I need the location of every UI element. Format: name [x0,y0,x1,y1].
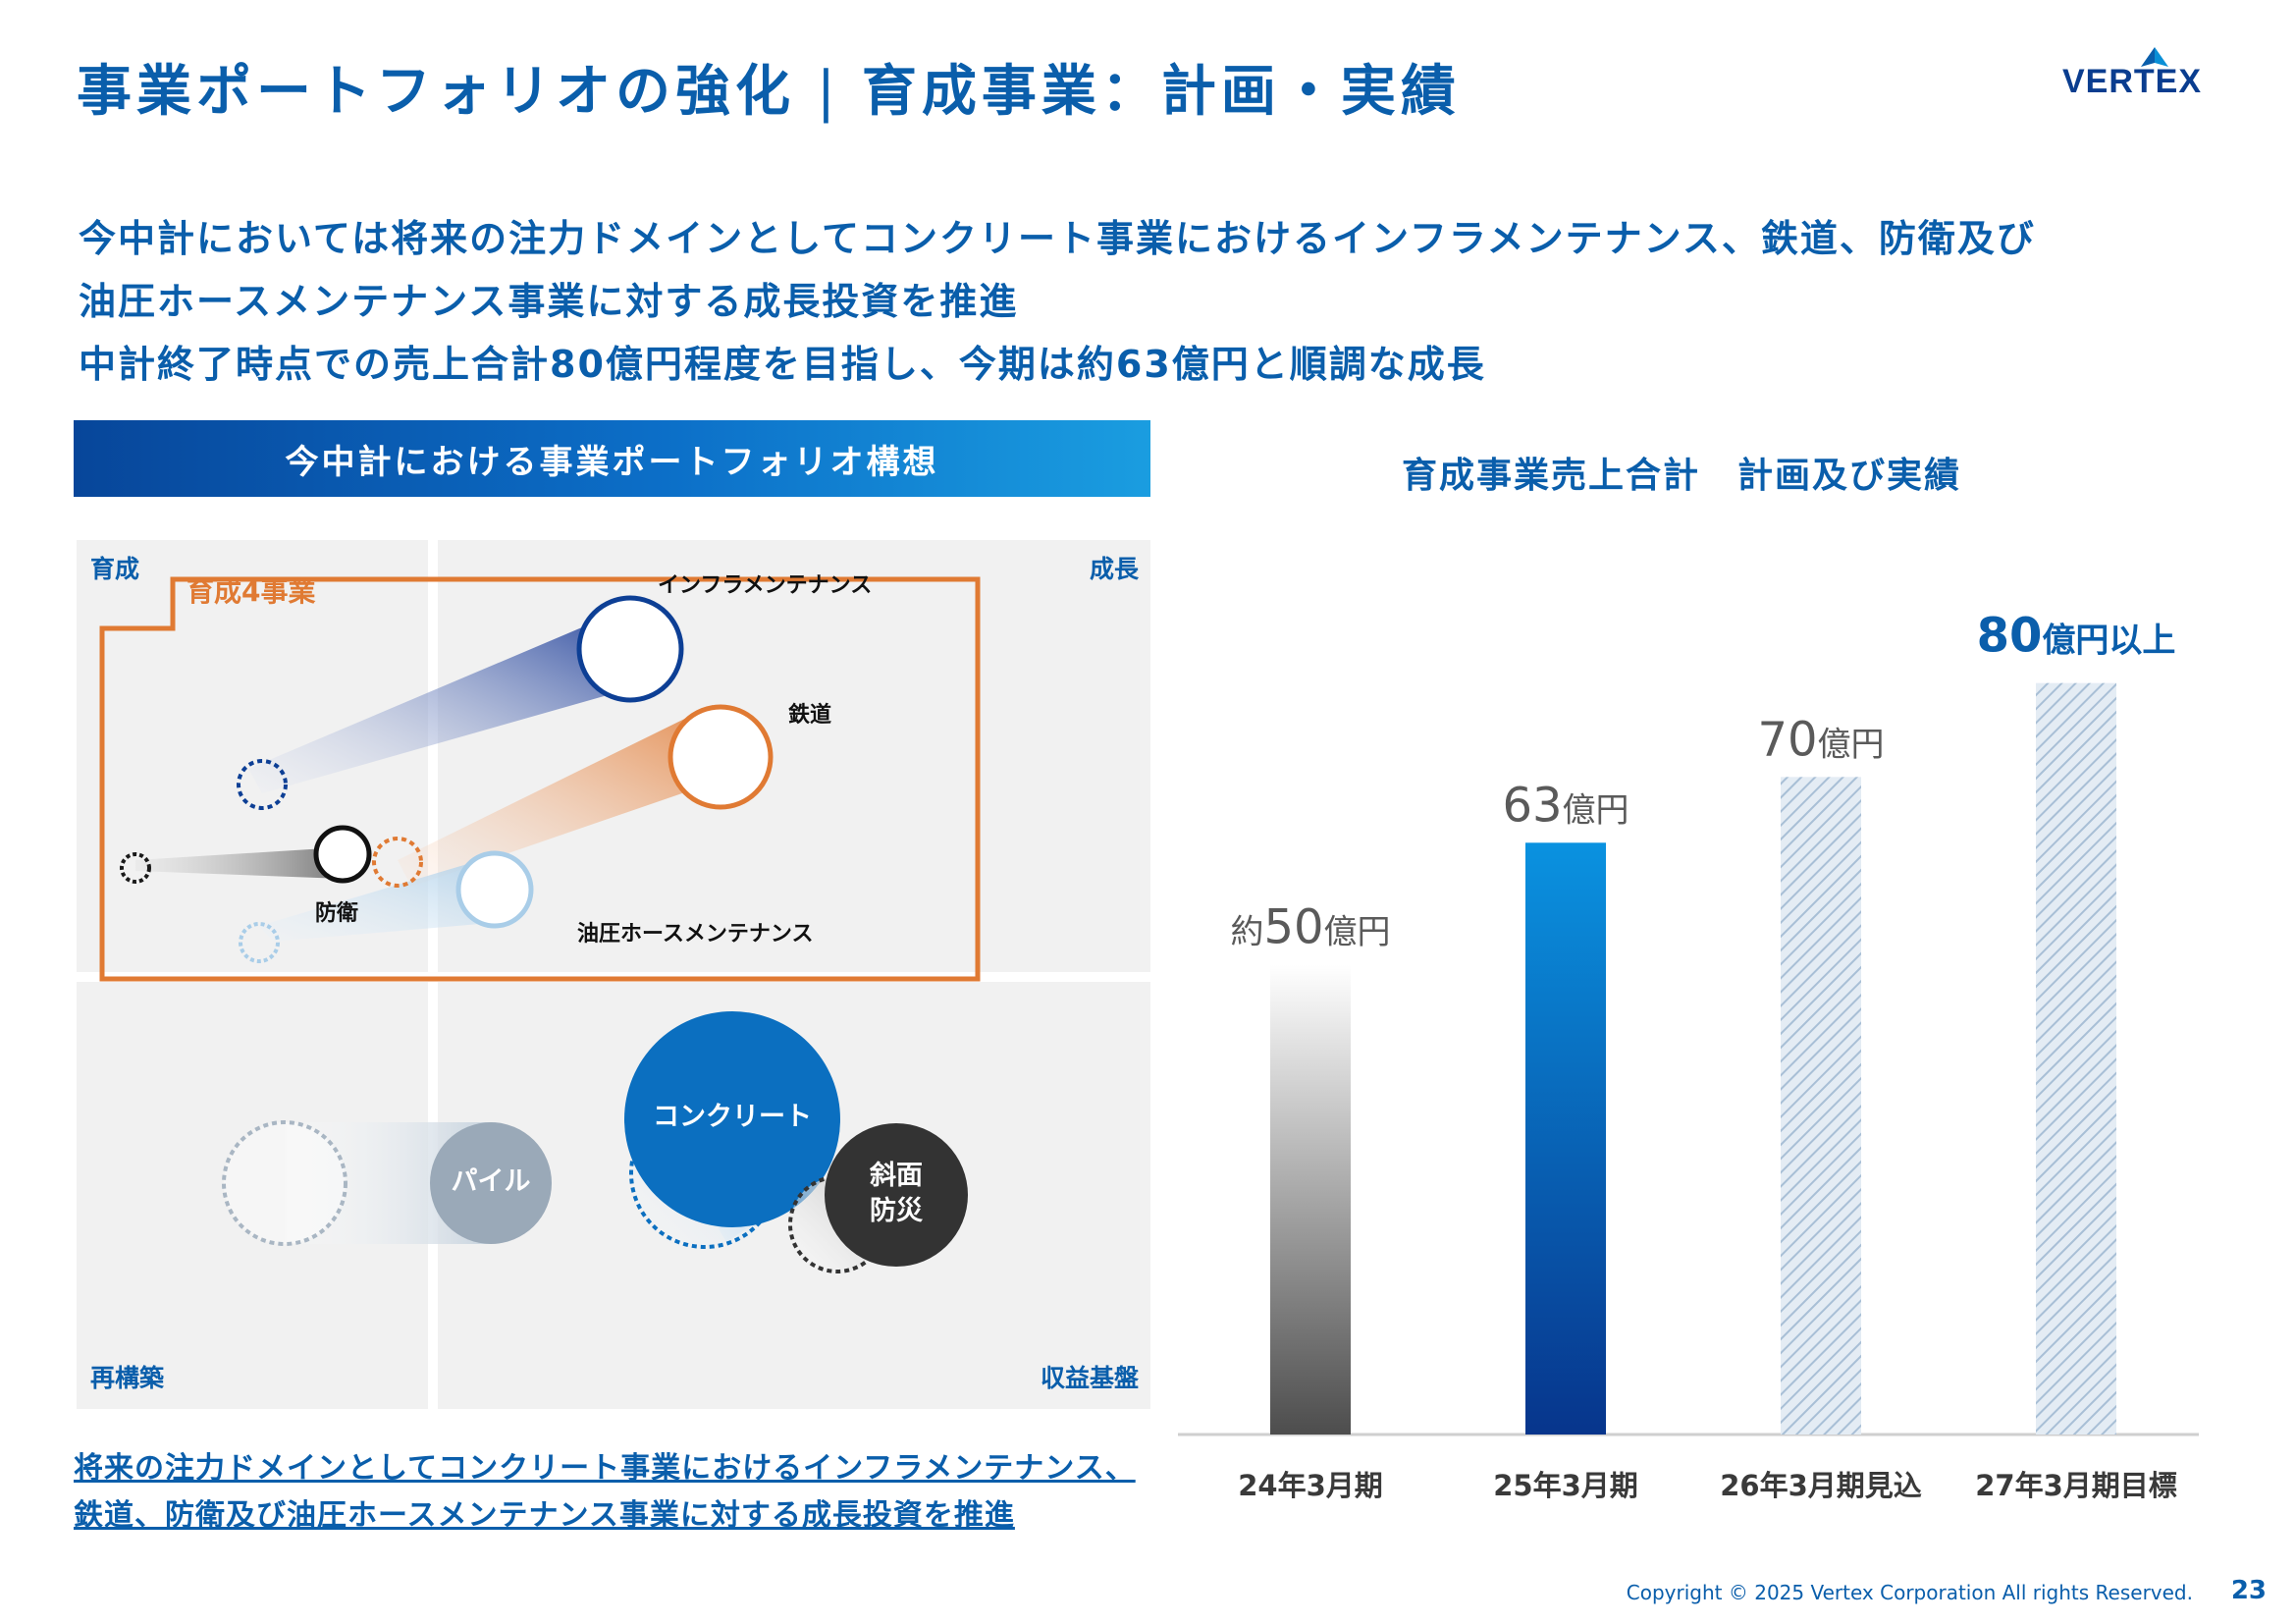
title-main: 事業ポートフォリオの強化 [77,60,795,124]
quadrant-label-seicho: 成長 [1089,555,1139,583]
category-label-3: 27年3月期目標 [1975,1469,2177,1502]
bar-0 [1270,964,1351,1435]
label-rail: 鉄道 [788,703,832,728]
label-hose: 油圧ホースメンテナンス [577,922,814,947]
hose-target-circle [455,850,534,929]
group-border [99,576,981,982]
bar-value-label-2: 70億円 [1757,712,1884,767]
page-title: 事業ポートフォリオの強化 | 育成事業：計画・実績 [77,47,1461,127]
pile-target-circle [430,1122,552,1244]
portfolio-banner: 今中計における事業ポートフォリオ構想 [74,420,1150,497]
lead-line-1: 今中計においては将来の注力ドメインとしてコンクリート事業におけるインフラメンテナ… [79,217,2036,260]
slope-target-circle [825,1123,968,1267]
quadrant-tr-bg [438,540,1150,972]
bar-2 [1781,777,1861,1435]
rail-target-circle [667,704,774,810]
label-slope-line2: 防災 [870,1196,923,1226]
bar-value-label-1: 63億円 [1502,778,1629,833]
infra-target-circle [576,595,684,703]
quadrant-label-saikochiku: 再構築 [90,1364,165,1392]
portfolio-matrix: 育成 成長 再構築 収益基盤 育成4事業 インフラメンテナンス 鉄道 防衛 油圧… [77,540,1150,1409]
rail-origin-circle [372,837,423,888]
label-infra: インフラメンテナンス [658,573,873,598]
category-label-2: 26年3月期見込 [1720,1469,1922,1502]
title-sub: 育成事業：計画・実績 [861,60,1461,124]
footnote-line-2[interactable]: 鉄道、防衛及び油圧ホースメンテナンス事業に対する成長投資を推進 [74,1498,1015,1533]
hose-origin-circle [239,922,280,963]
portfolio-graphics [99,576,981,1273]
group-label: 育成4事業 [187,575,316,608]
category-label-1: 25年3月期 [1493,1469,1638,1502]
lead-line-2: 油圧ホースメンテナンス事業に対する成長投資を推進 [79,280,1019,323]
concrete-target-circle [624,1011,840,1227]
lead-line-3: 中計終了時点での売上合計80億円程度を目指し、今期は約63億円と順調な成長 [79,343,1486,386]
pile-origin-circle [222,1120,347,1246]
chart-title: 育成事業売上合計 計画及び実績 [1402,456,1962,496]
bar-value-label-3: 80億円以上 [1977,609,2176,664]
bar-value-label-0: 約50億円 [1230,900,1390,955]
vertex-logo: VERTEX [2039,45,2225,104]
label-slope-line1: 斜面 [870,1161,923,1191]
label-concrete: コンクリート [653,1102,812,1132]
label-pile: パイル [451,1166,531,1197]
label-defense: 防衛 [315,901,359,926]
bar-3 [2036,682,2116,1435]
logo-wordmark: VERTEX [2062,63,2202,100]
category-label-0: 24年3月期 [1238,1469,1383,1502]
quadrant-label-ikusei: 育成 [90,555,140,583]
bar-1 [1525,842,1606,1435]
title-separator: | [817,60,840,124]
quadrant-label-shuekikiban: 収益基盤 [1040,1364,1139,1392]
infra-origin-circle [237,759,288,810]
defense-target-circle [313,825,372,884]
page-number: 23 [2230,1576,2267,1605]
sales-bar-chart: 約50億円 63億円 70億円 80億円以上 24年3月期 25年3月期 26年3月期見込… [1178,609,2199,1502]
label-slope: 斜面 防災 [847,1159,945,1229]
footnote-line-1[interactable]: 将来の注力ドメインとしてコンクリート事業におけるインフラメンテナンス、 [74,1451,1136,1486]
copyright: Copyright © 2025 Vertex Corporation All … [1626,1581,2193,1604]
defense-origin-circle [120,852,151,884]
